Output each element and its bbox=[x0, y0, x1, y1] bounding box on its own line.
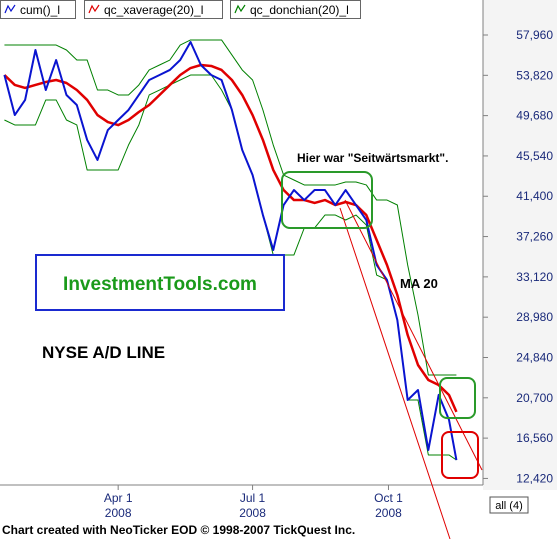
legend-label: cum()_l bbox=[20, 3, 60, 17]
highlight-box bbox=[441, 431, 479, 479]
chart-label: NYSE A/D LINE bbox=[42, 343, 165, 362]
y-tick-label: 24,840 bbox=[516, 350, 553, 364]
annotation: MA 20 bbox=[400, 276, 438, 291]
legend-swatch bbox=[88, 4, 100, 14]
legend: cum()_l qc_xaverage(20)_l qc_donchian(20)_… bbox=[0, 0, 361, 19]
footer: Chart created with NeoTicker EOD © 1998-… bbox=[2, 523, 355, 537]
y-tick-label: 41,400 bbox=[516, 189, 553, 203]
range-box bbox=[281, 171, 373, 229]
y-tick-label: 53,820 bbox=[516, 68, 553, 82]
x-tick-label: Jul 1 2008 bbox=[239, 491, 266, 520]
legend-swatch bbox=[234, 4, 246, 14]
y-tick-label: 49,680 bbox=[516, 109, 553, 123]
annotation: Hier war "Seitwärtsmarkt". bbox=[297, 151, 448, 165]
y-tick-label: 20,700 bbox=[516, 391, 553, 405]
y-tick-label: 37,260 bbox=[516, 230, 553, 244]
legend-box bbox=[0, 0, 76, 19]
y-tick-label: 33,120 bbox=[516, 270, 553, 284]
watermark-box bbox=[35, 254, 285, 311]
legend-label: qc_xaverage(20)_l bbox=[104, 3, 203, 17]
band-upper bbox=[4, 39, 457, 376]
x-tick-label: Oct 1 2008 bbox=[374, 491, 403, 520]
line bbox=[3, 63, 458, 413]
highlight-box bbox=[439, 377, 476, 419]
y-tick-label: 12,420 bbox=[516, 471, 553, 485]
y-tick-label: 57,960 bbox=[516, 28, 553, 42]
y-tick-label: 28,980 bbox=[516, 310, 553, 324]
button[interactable] bbox=[489, 496, 529, 514]
button-label[interactable]: all (4) bbox=[495, 500, 523, 512]
legend-label: qc_donchian(20)_l bbox=[250, 3, 349, 17]
y-tick-label: 16,560 bbox=[516, 431, 553, 445]
legend-box bbox=[84, 0, 223, 19]
trend-line bbox=[339, 207, 451, 539]
legend-swatch bbox=[4, 4, 16, 14]
watermark: InvestmentTools.com bbox=[63, 274, 257, 295]
legend-box bbox=[230, 0, 361, 19]
axis-panel bbox=[483, 0, 557, 490]
x-tick-label: Apr 1 2008 bbox=[103, 491, 133, 520]
y-tick-label: 45,540 bbox=[516, 149, 553, 163]
trend-line bbox=[344, 199, 483, 471]
